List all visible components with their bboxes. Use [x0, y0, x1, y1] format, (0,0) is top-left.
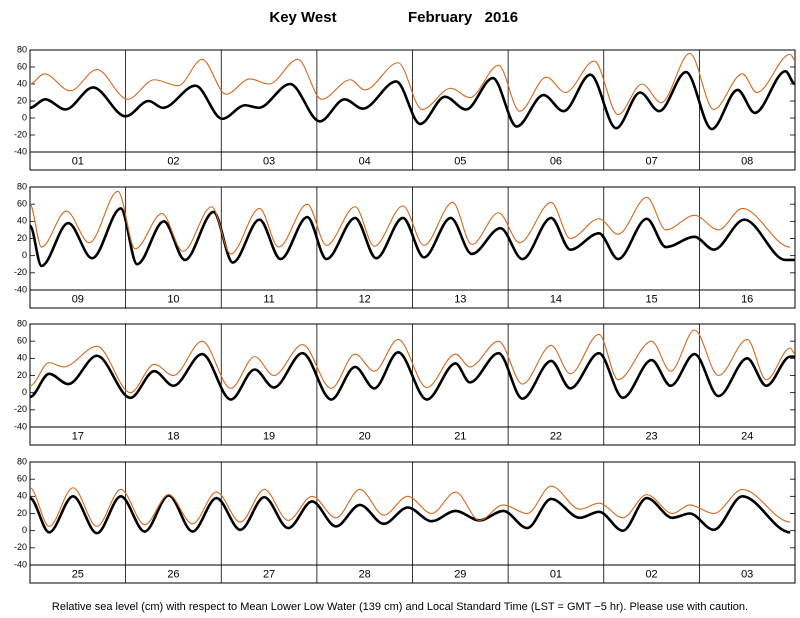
day-label: 29: [454, 568, 466, 580]
series-group: [30, 190, 795, 268]
day-label: 28: [359, 568, 371, 580]
y-tick-label: 0: [22, 525, 27, 535]
y-tick-label: -20: [14, 267, 27, 277]
day-label: 26: [167, 568, 179, 580]
day-label: 23: [645, 430, 657, 442]
day-label: 17: [72, 430, 84, 442]
y-tick-label: 40: [17, 216, 27, 226]
y-tick-label: 40: [17, 353, 27, 363]
day-label: 12: [359, 293, 371, 305]
y-tick-label: 20: [17, 95, 27, 105]
day-label: 02: [645, 568, 657, 580]
day-label: 22: [550, 430, 562, 442]
tide-line: [30, 69, 795, 131]
y-tick-label: -20: [14, 129, 27, 139]
y-tick-label: 20: [17, 233, 27, 243]
y-tick-label: 80: [17, 456, 27, 466]
day-label: 03: [741, 568, 753, 580]
day-label: 27: [263, 568, 275, 580]
series-group: [30, 52, 795, 131]
y-tick-label: 40: [17, 491, 27, 501]
tide-line: [30, 329, 795, 394]
y-tick-label: 60: [17, 199, 27, 209]
y-tick-label: 80: [17, 318, 27, 328]
day-label: 19: [263, 430, 275, 442]
day-label: 16: [741, 293, 753, 305]
y-tick-label: -40: [14, 559, 27, 569]
y-tick-label: 60: [17, 336, 27, 346]
y-tick-label: 80: [17, 44, 27, 54]
series-group: [30, 485, 791, 535]
y-tick-label: -40: [14, 284, 27, 294]
day-label: 05: [454, 155, 466, 167]
label-frame: [29, 426, 796, 446]
y-tick-label: 20: [17, 508, 27, 518]
label-frame: [29, 151, 796, 171]
tide-line: [30, 485, 791, 527]
y-tick-label: 20: [17, 370, 27, 380]
day-label: 25: [72, 568, 84, 580]
day-label: 01: [550, 568, 562, 580]
y-tick-label: 0: [22, 387, 27, 397]
y-tick-label: 0: [22, 250, 27, 260]
y-tick-label: 0: [22, 112, 27, 122]
tide-line: [30, 207, 795, 268]
y-tick-label: -20: [14, 404, 27, 414]
day-label: 15: [645, 293, 657, 305]
day-label: 06: [550, 155, 562, 167]
day-label: 09: [72, 293, 84, 305]
chart-title: Key West: [269, 9, 336, 26]
day-label: 14: [550, 293, 562, 305]
y-tick-label: 60: [17, 474, 27, 484]
label-frame: [29, 289, 796, 309]
day-label: 11: [263, 293, 274, 305]
tide-line: [30, 351, 795, 401]
day-label: 18: [167, 430, 179, 442]
day-label: 24: [741, 430, 753, 442]
y-tick-label: 40: [17, 78, 27, 88]
day-label: 07: [645, 155, 657, 167]
y-tick-label: -20: [14, 542, 27, 552]
day-label: 10: [167, 293, 179, 305]
label-frame: [29, 564, 796, 584]
series-group: [30, 329, 795, 401]
day-label: 13: [454, 293, 466, 305]
y-tick-label: 60: [17, 61, 27, 71]
chart-period: February 2016: [408, 9, 518, 26]
tide-line: [30, 52, 795, 116]
day-label: 04: [359, 155, 371, 167]
day-label: 21: [454, 430, 466, 442]
day-label: 03: [263, 155, 275, 167]
day-label: 02: [167, 155, 179, 167]
footnote: Relative sea level (cm) with respect to …: [52, 601, 748, 613]
day-label: 08: [741, 155, 753, 167]
tide-line: [30, 494, 791, 535]
day-label: 01: [72, 155, 84, 167]
y-tick-label: -40: [14, 146, 27, 156]
tide-line: [30, 190, 791, 255]
y-tick-label: -40: [14, 421, 27, 431]
y-tick-label: 80: [17, 181, 27, 191]
day-label: 20: [359, 430, 371, 442]
